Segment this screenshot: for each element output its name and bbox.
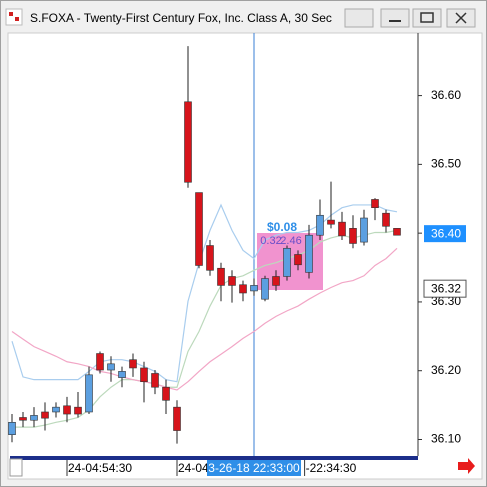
candle-body [151,373,159,388]
candle-body [283,247,291,277]
candle-body [239,284,247,294]
time-highlight [207,460,301,476]
candle-body [349,228,357,244]
candle-body [118,371,126,378]
link-button[interactable] [344,8,374,28]
scroll-right-arrow[interactable] [458,458,475,474]
y-tick-label: 36.50 [431,157,461,171]
candle-body [140,367,148,383]
x-tick-label: 24-04:54:30 [68,461,132,475]
average-line [11,247,398,391]
candle-body [294,254,302,266]
candle-body [173,406,181,431]
candle-body [85,374,93,413]
candle-body [371,199,379,209]
candle-body [74,406,82,415]
candle-body [250,285,258,292]
candle-body [8,421,16,435]
candle-body [52,406,60,413]
crosshair-price-label: 36.32 [431,281,461,295]
y-tick-label: 36.60 [431,88,461,102]
icon-part [9,12,13,16]
candle-body [206,245,214,271]
x-tick-label: 24-04 [178,461,209,475]
candle-body [228,276,236,286]
measure-label: 2.46 [280,235,301,247]
candle-body [305,234,313,273]
x-tick-label: 3-26-18 22:33:00 [208,461,300,475]
candle-body [162,386,170,401]
measure-label: 0.32 [260,235,281,247]
icon-part [15,17,19,21]
window-title: S.FOXA - Twenty-First Century Fox, Inc. … [30,11,332,25]
candle-body [96,353,104,371]
app-icon[interactable] [5,8,23,26]
candle-body [129,359,137,369]
candle-body [327,219,335,225]
candle-body [63,405,71,415]
last-price-box [424,225,466,243]
candle-body [41,411,49,419]
candle-body [316,214,324,236]
candle-body [272,276,280,286]
average-line [11,203,398,383]
y-tick-label: 36.10 [431,432,461,446]
candle-body [107,363,115,371]
maximize-button[interactable] [412,8,442,28]
y-tick-label: 36.20 [431,363,461,377]
candle-body [393,228,401,236]
candle-body [30,415,38,421]
last-price-label: 36.40 [431,226,461,240]
candle-body [360,217,368,243]
candle-body [261,278,269,300]
candle-body [217,267,225,286]
scrollbar[interactable] [10,456,418,460]
candle-body [338,221,346,237]
maximize-glyph [420,12,434,23]
plot [8,46,401,444]
candle-body [19,417,27,421]
average-line [12,229,398,428]
x-tick-label: -22:34:30 [306,461,357,475]
minimize-button[interactable] [380,8,410,28]
candle-body [184,101,192,183]
crosshair-price-box [423,279,467,298]
candle-body [382,212,390,227]
measure-change: $0.08 [267,220,297,234]
scroll-handle[interactable] [9,458,23,477]
close-glyph [455,12,467,24]
candle-body [195,192,203,266]
